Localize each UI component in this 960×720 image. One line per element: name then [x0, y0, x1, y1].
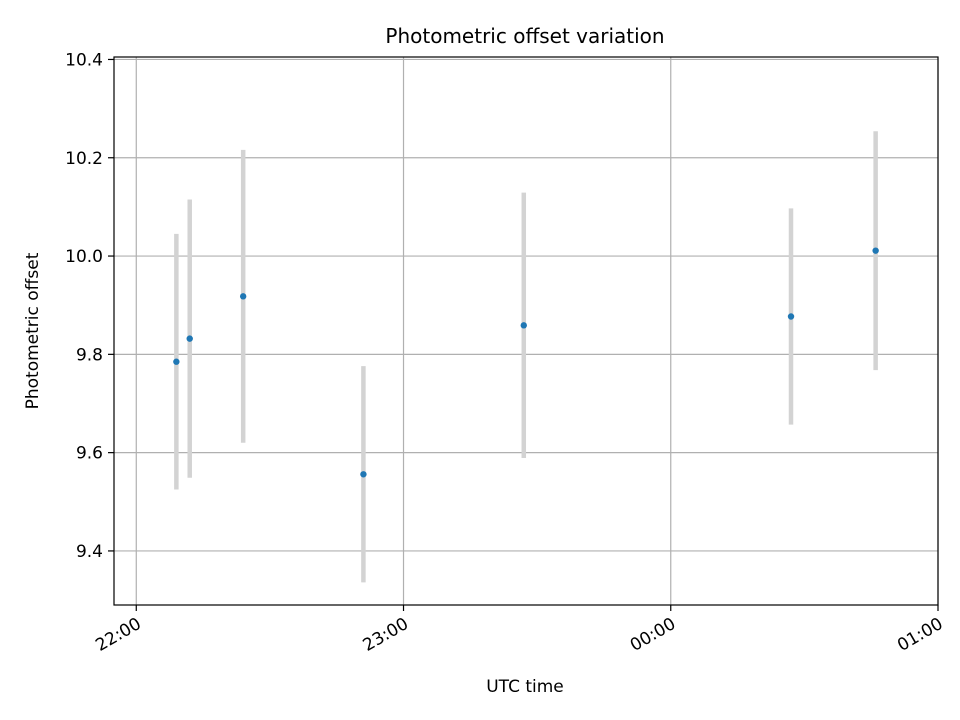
axes-frame: [113, 56, 939, 606]
y-tick-label: 10.2: [65, 149, 103, 169]
data-point: [360, 471, 367, 478]
chart-title: Photometric offset variation: [385, 24, 664, 48]
data-points: [173, 247, 879, 478]
data-point: [173, 358, 180, 365]
data-point: [239, 293, 247, 300]
y-axis-ticks: 9.4 9.6 9.8 10.0 10.2 10.4: [65, 50, 114, 562]
y-tick-label: 10.0: [65, 247, 103, 267]
y-tick-label: 9.4: [76, 542, 103, 562]
y-tick-label: 10.4: [65, 50, 103, 70]
y-tick-label: 9.6: [76, 444, 103, 464]
y-axis-label: Photometric offset: [23, 252, 43, 409]
data-point: [872, 247, 879, 254]
y-tick-label: 9.8: [76, 345, 103, 365]
x-axis-label: UTC time: [486, 677, 564, 697]
data-point: [787, 313, 795, 320]
data-point: [520, 322, 527, 329]
data-point: [186, 335, 193, 342]
